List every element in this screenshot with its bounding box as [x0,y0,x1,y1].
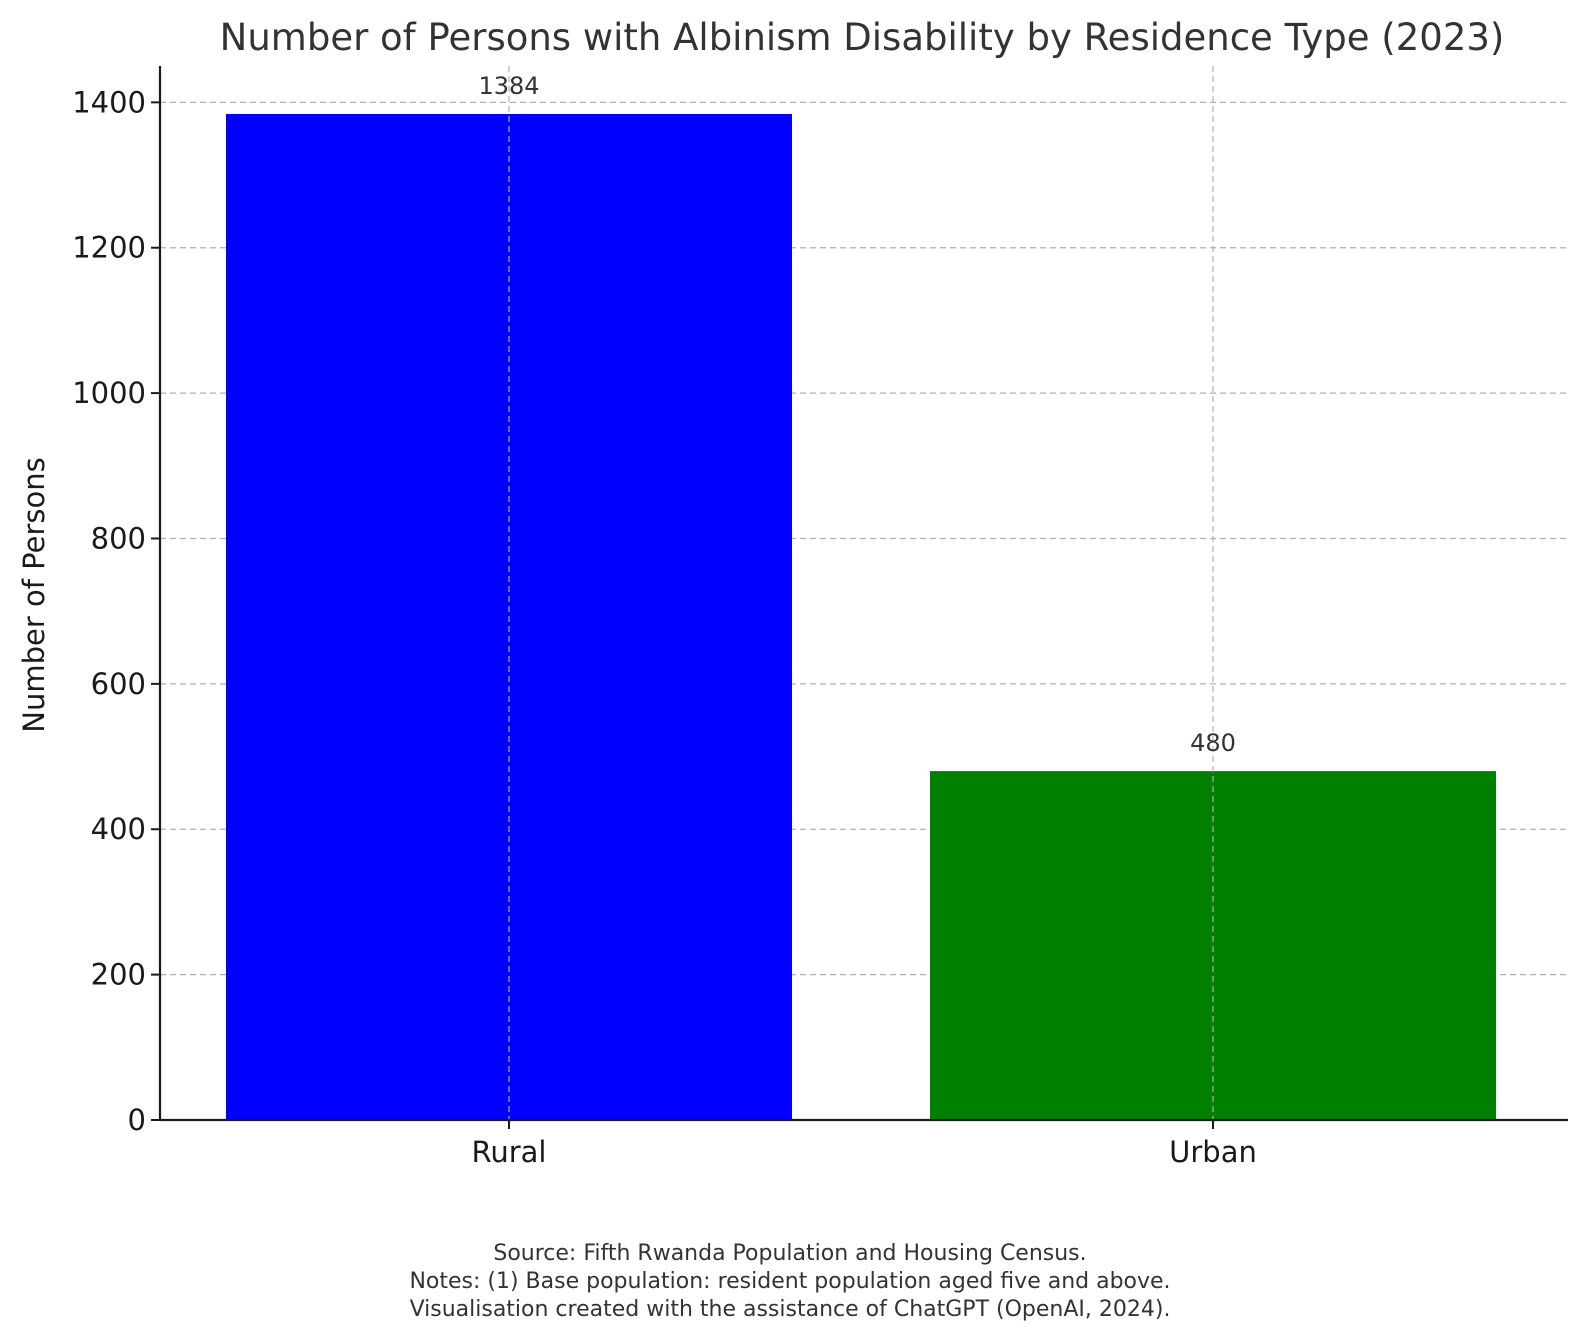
vertical-grid [508,66,1214,1120]
y-tick-label: 600 [91,667,146,701]
y-tick-label: 0 [128,1103,146,1137]
axes: 0 200 400 600 800 1000 1200 1400 Rural Urban [72,66,1568,1169]
data-labels: 1384 480 [478,72,1235,757]
x-tick-label-urban: Urban [1169,1135,1257,1169]
footnote-source: Source: Fifth Rwanda Population and Hous… [493,1241,1087,1266]
x-tick-label-rural: Rural [472,1135,547,1169]
y-axis-label: Number of Persons [17,457,51,732]
y-tick-label: 1200 [72,231,146,265]
chart-title: Number of Persons with Albinism Disabili… [220,16,1505,59]
footnote-notes: Notes: (1) Base population: resident pop… [409,1269,1171,1294]
y-tick-label: 1000 [72,376,146,410]
data-label-rural: 1384 [478,72,539,100]
y-tick-label: 800 [91,521,146,555]
y-tick-label: 400 [91,812,146,846]
footnote-credit: Visualisation created with the assistanc… [409,1297,1171,1322]
y-tick-label: 200 [91,958,146,992]
bars [226,113,1496,1121]
data-label-urban: 480 [1190,729,1236,757]
y-tick-label: 1400 [72,85,146,119]
